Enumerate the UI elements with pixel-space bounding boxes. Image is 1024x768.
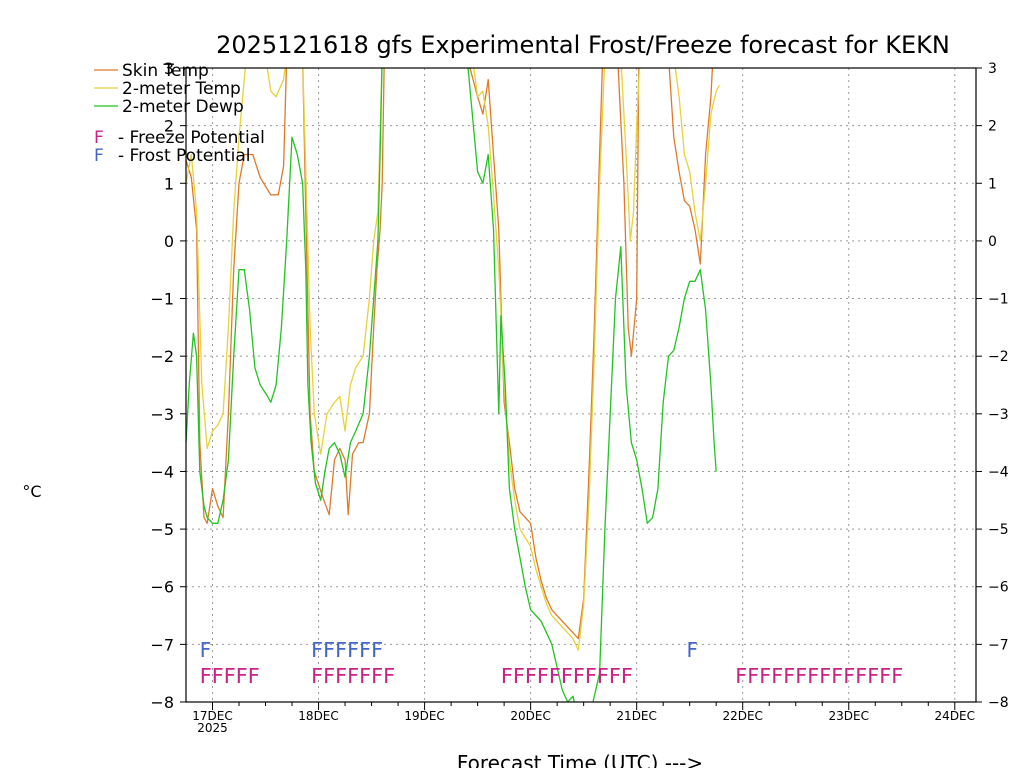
series-line-2-meter-dewp [186, 68, 717, 702]
series-line-2-meter-temp [186, 68, 720, 651]
x-tick-label: 18DEC [298, 709, 338, 723]
x-tick-label: 23DEC [829, 709, 869, 723]
legend-flag-letter: F [94, 146, 104, 166]
y-tick-label: 0 [164, 232, 174, 251]
legend-label: 2-meter Temp [122, 79, 241, 99]
y-tick-label-right: −1 [988, 292, 1009, 308]
x-axis-label: Forecast Time (UTC) ---> [457, 751, 703, 768]
flag-run-frost-potential: F [200, 638, 212, 662]
y-tick-label: −2 [150, 347, 174, 366]
y-tick-label: −1 [150, 290, 174, 309]
y-tick-label-right: 0 [988, 234, 997, 250]
legend-label: Skin Temp [122, 61, 209, 81]
legend-flag-letter: F [94, 128, 104, 148]
flag-run-frost-potential: F [687, 638, 699, 662]
y-tick-label-right: −8 [988, 695, 1009, 711]
y-tick-label: −5 [150, 520, 174, 539]
y-tick-label-right: −4 [988, 464, 1009, 480]
x-tick-label: 17DEC [192, 709, 232, 723]
y-tick-label: 3 [164, 59, 174, 78]
flag-run-freeze-potential: FFFFF [200, 664, 260, 688]
x-tick-label: 19DEC [404, 709, 444, 723]
series-group [186, 68, 720, 702]
legend-label: 2-meter Dewp [122, 97, 244, 117]
y-tick-label-right: −7 [988, 637, 1009, 653]
flag-run-freeze-potential: FFFFFFF [311, 664, 395, 688]
y-tick-label-right: 3 [988, 61, 997, 77]
y-tick-label-right: −2 [988, 349, 1009, 365]
grid [186, 68, 976, 702]
y-tick-label: 2 [164, 117, 174, 136]
legend-flag-label: - Frost Potential [118, 146, 251, 166]
flag-run-freeze-potential: FFFFFFFFFFF [501, 664, 633, 688]
x-tick-label: 22DEC [722, 709, 762, 723]
y-tick-label: −8 [150, 693, 174, 712]
y-tick-label-right: 1 [988, 176, 997, 192]
flag-run-freeze-potential: FFFFFFFFFFFFFF [735, 664, 903, 688]
flag-run-frost-potential: FFFFFF [311, 638, 383, 662]
y-tick-label: −7 [150, 635, 174, 654]
y-tick-label: 1 [164, 174, 174, 193]
y-tick-label-right: 2 [988, 119, 997, 135]
y-axis: −8 −8 −7 −7 −6 −6 −5 −5 −4 −4 −3 −3 −2 −2 −1 −1 0 0 1 1 2 2 3 3 [150, 59, 1008, 712]
flag-rows: F FFFFFF FFFFFF FFFFFFF FFFFFFFFFFF FFFFFFFFF… [200, 638, 904, 688]
y-tick-label-right: −5 [988, 522, 1009, 538]
y-tick-label: −4 [150, 462, 174, 481]
x-tick-sublabel: 2025 [197, 721, 228, 735]
x-tick-label: 20DEC [510, 709, 550, 723]
y-tick-label-right: −6 [988, 580, 1009, 596]
x-tick-label: 24DEC [935, 709, 975, 723]
y-tick-label-right: −3 [988, 407, 1009, 423]
legend-flag-label: - Freeze Potential [118, 128, 265, 148]
y-axis-label: °C [22, 482, 41, 501]
chart-title: 2025121618 gfs Experimental Frost/Freeze… [216, 31, 950, 59]
x-tick-label: 21DEC [616, 709, 656, 723]
plot-frame [185, 67, 977, 703]
y-tick-label: −3 [150, 405, 174, 424]
y-tick-label: −6 [150, 578, 174, 597]
